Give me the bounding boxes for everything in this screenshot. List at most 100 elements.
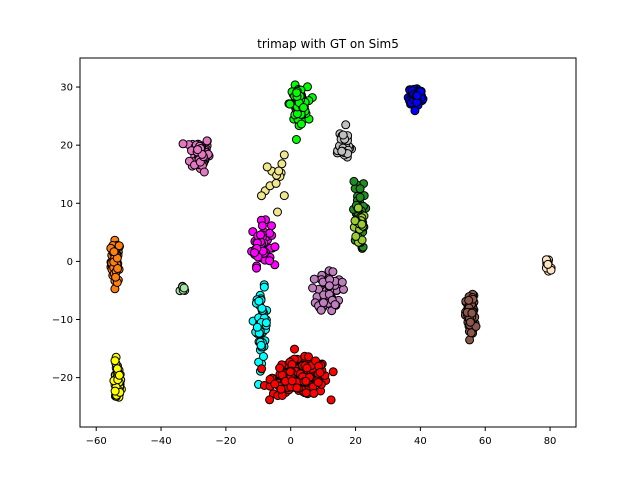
x-tick-label: −40 xyxy=(150,436,171,447)
scatter-point xyxy=(285,99,295,109)
x-tick-label: −20 xyxy=(215,436,236,447)
scatter-point xyxy=(308,283,318,293)
scatter-point xyxy=(467,308,477,318)
points-layer xyxy=(106,80,556,405)
scatter-point xyxy=(110,386,120,396)
scatter-point xyxy=(326,395,336,405)
scatter-point xyxy=(285,367,295,377)
scatter-point xyxy=(313,377,323,387)
scatter-point xyxy=(275,363,285,373)
scatter-point xyxy=(273,207,282,217)
scatter-point xyxy=(412,91,422,101)
scatter-point xyxy=(257,221,267,231)
scatter-point xyxy=(357,219,367,229)
scatter-point xyxy=(543,259,553,269)
cluster-13 xyxy=(460,289,481,345)
y-axis: −20 −10 0 10 20 30 xyxy=(52,83,80,384)
scatter-point xyxy=(328,267,338,277)
scatter-point xyxy=(355,192,365,202)
cluster-10 xyxy=(332,120,356,162)
scatter-point xyxy=(315,368,325,377)
scatter-point xyxy=(292,383,302,393)
scatter-point xyxy=(301,376,311,386)
scatter-point xyxy=(337,146,347,156)
scatter-point xyxy=(257,191,266,201)
scatter-point xyxy=(291,135,301,144)
scatter-point xyxy=(338,130,348,140)
scatter-point xyxy=(299,103,308,112)
scatter-point xyxy=(254,296,264,306)
scatter-point xyxy=(199,167,209,177)
x-tick-label: 0 xyxy=(288,436,294,447)
scatter-point xyxy=(271,178,281,188)
y-tick-label: −10 xyxy=(52,315,73,326)
scatter-point xyxy=(178,139,188,149)
scatter-point xyxy=(279,191,289,201)
scatter-point xyxy=(179,283,189,293)
scatter-point xyxy=(353,203,363,213)
cluster-5 xyxy=(248,280,272,389)
scatter-point xyxy=(270,242,280,252)
scatter-point xyxy=(465,317,475,327)
scatter-point xyxy=(337,277,347,287)
cluster-3 xyxy=(178,136,214,177)
scatter-point xyxy=(202,136,212,146)
scatter-point xyxy=(328,367,338,377)
x-tick-label: 20 xyxy=(349,436,362,447)
scatter-point xyxy=(265,256,274,266)
cluster-1 xyxy=(109,352,126,402)
y-tick-label: 30 xyxy=(60,83,73,94)
scatter-point xyxy=(257,364,267,374)
scatter-point xyxy=(109,247,119,257)
y-tick-label: 20 xyxy=(60,141,73,152)
scatter-point xyxy=(267,221,276,231)
scatter-point xyxy=(339,284,348,294)
scatter-point xyxy=(410,106,420,116)
scatter-point xyxy=(113,264,123,273)
scatter-point xyxy=(261,318,271,328)
scatter-point xyxy=(287,376,297,386)
cluster-8 xyxy=(403,84,428,116)
scatter-point xyxy=(262,162,272,172)
scatter-point xyxy=(330,300,340,310)
scatter-point xyxy=(351,231,361,241)
scatter-point xyxy=(464,295,474,305)
scatter-point xyxy=(252,263,261,273)
scatter-point xyxy=(316,305,326,315)
x-tick-label: 80 xyxy=(544,436,557,447)
scatter-point xyxy=(110,356,120,366)
y-tick-label: 0 xyxy=(67,257,73,268)
scatter-point xyxy=(111,272,121,282)
scatter-point xyxy=(301,388,311,398)
scatter-point xyxy=(324,281,334,291)
x-tick-label: −60 xyxy=(86,436,107,447)
cluster-6 xyxy=(257,344,338,405)
scatter-point xyxy=(193,145,203,155)
y-tick-label: 10 xyxy=(60,199,73,210)
scatter-point xyxy=(319,298,328,308)
scatter-point xyxy=(309,388,319,398)
scatter-point xyxy=(252,322,262,332)
plot-frame xyxy=(79,57,577,428)
scatter-point xyxy=(256,230,265,240)
scatter-point xyxy=(349,176,359,186)
cluster-7 xyxy=(284,80,317,144)
scatter-point xyxy=(304,352,313,362)
scatter-point xyxy=(355,184,365,194)
scatter-point xyxy=(279,150,289,160)
scatter-point xyxy=(270,379,280,389)
scatter-point xyxy=(290,344,299,354)
scatter-point xyxy=(276,384,286,394)
scatter-point xyxy=(265,395,275,405)
x-axis: −60 −40 −20 0 20 40 60 80 xyxy=(86,427,557,447)
y-tick-label: −20 xyxy=(52,373,73,384)
chart-title: trimap with GT on Sim5 xyxy=(257,37,399,51)
scatter-point xyxy=(302,363,312,373)
x-tick-label: 60 xyxy=(479,436,492,447)
scatter-point xyxy=(114,241,124,251)
cluster-0 xyxy=(106,235,124,294)
scatter-point xyxy=(296,119,306,129)
scatter-point xyxy=(259,282,269,292)
cluster-9 xyxy=(308,266,348,316)
